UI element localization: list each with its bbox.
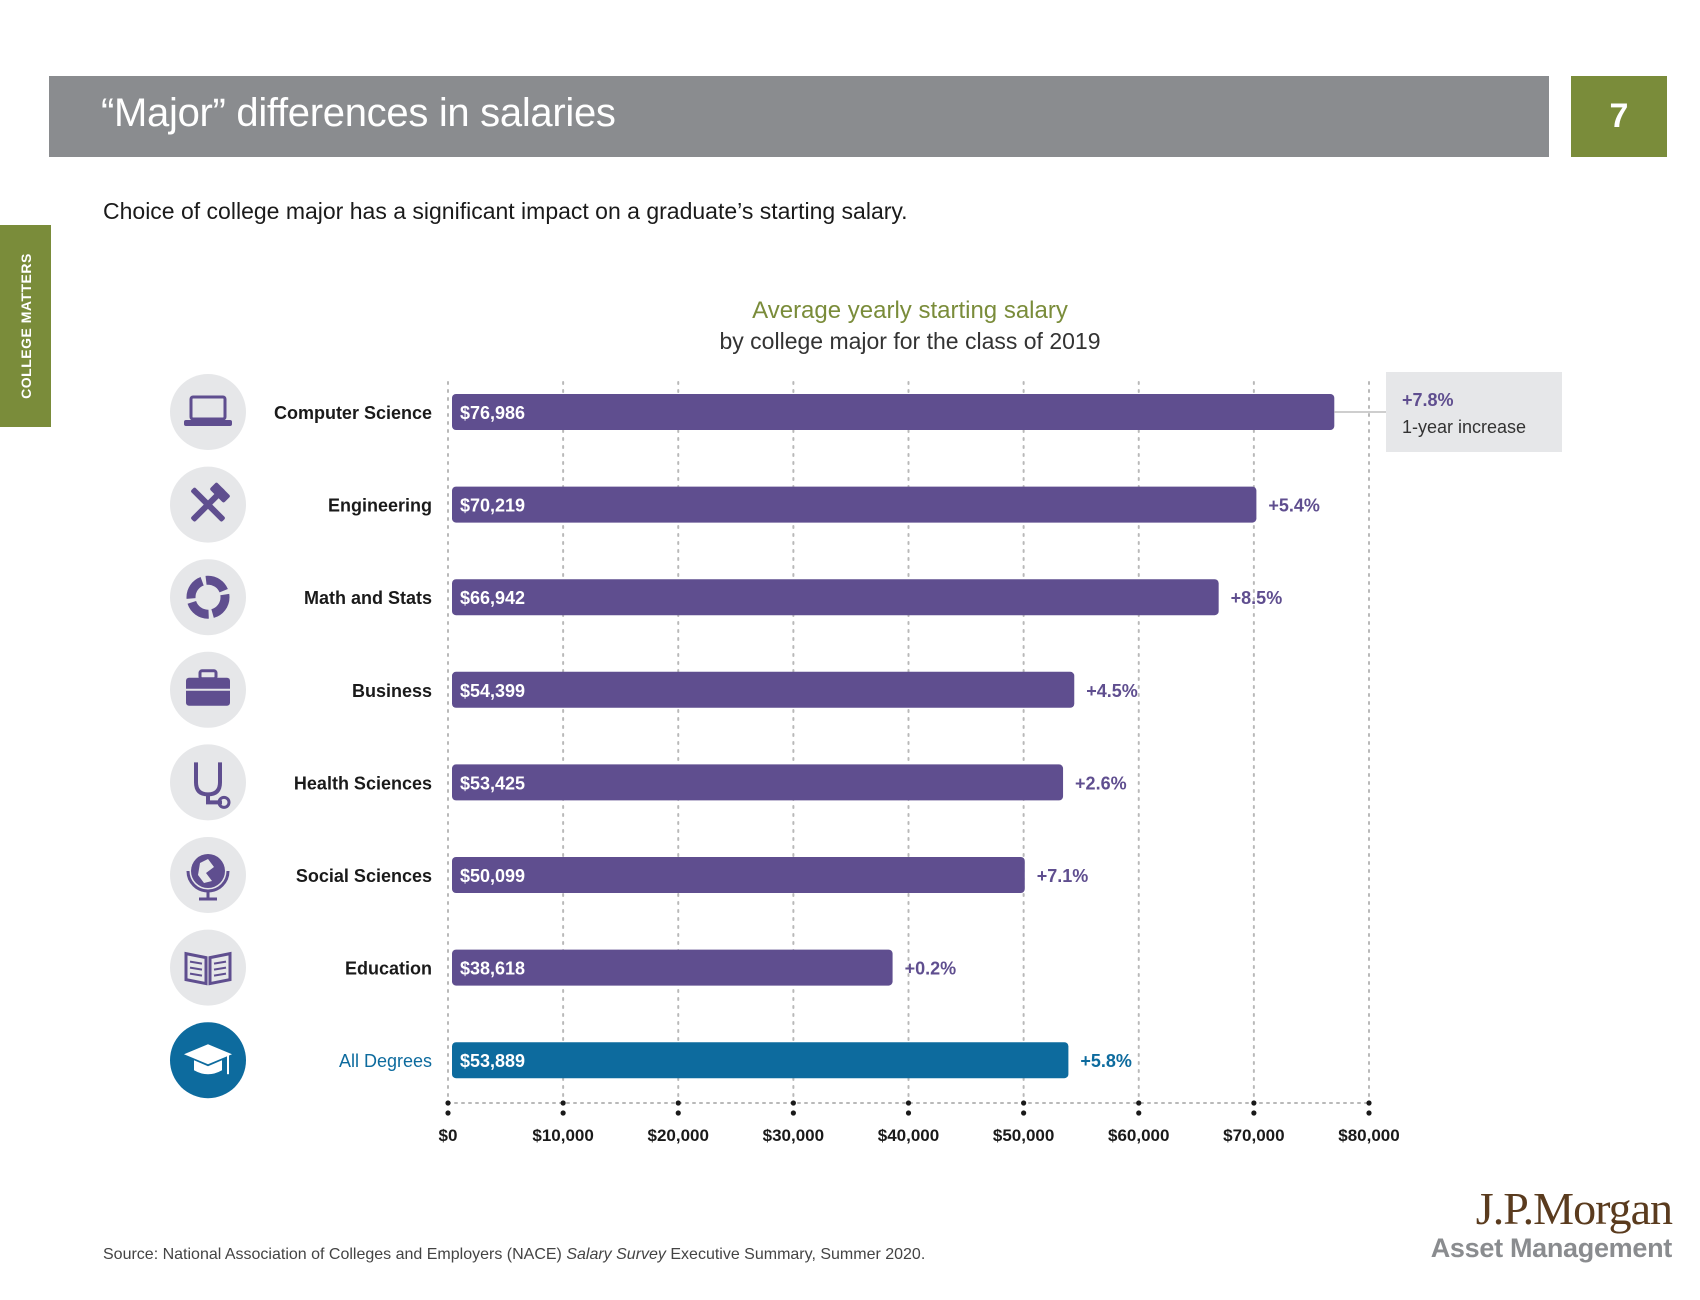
- x-tick-label: $0: [439, 1126, 458, 1145]
- x-tick-mark: [1251, 1110, 1257, 1116]
- x-tick-mark: [790, 1110, 796, 1116]
- bar: [452, 486, 1257, 523]
- source-suffix: Executive Summary, Summer 2020.: [665, 1246, 926, 1263]
- section-tab: COLLEGE MATTERS: [0, 225, 51, 427]
- category-label: All Degrees: [339, 1051, 432, 1071]
- change-label: +8.5%: [1231, 588, 1283, 608]
- page-subtitle: Choice of college major has a significan…: [103, 198, 908, 224]
- x-tick-mark: [905, 1100, 912, 1106]
- category-label: Engineering: [328, 496, 432, 516]
- value-label: $53,425: [460, 773, 525, 793]
- icon-circle: [170, 559, 246, 636]
- bar: [452, 764, 1064, 801]
- callout-box: [1386, 372, 1562, 452]
- category-label: Education: [345, 959, 432, 979]
- stethoscope-icon: [170, 744, 246, 821]
- x-tick-mark: [560, 1110, 566, 1116]
- page-title: “Major” differences in salaries: [101, 91, 616, 135]
- source-prefix: Source: National Association of Colleges…: [103, 1246, 567, 1263]
- x-tick-label: $50,000: [993, 1126, 1054, 1145]
- logo-line-1: J.P.Morgan: [1475, 1183, 1673, 1234]
- value-label: $70,219: [460, 496, 525, 516]
- x-tick-mark: [1021, 1110, 1027, 1116]
- x-tick-label: $40,000: [878, 1126, 939, 1145]
- bar: [452, 671, 1075, 708]
- x-tick-mark: [1251, 1100, 1257, 1106]
- bar: [452, 394, 1335, 430]
- globe-icon: [170, 837, 246, 913]
- graduation-cap-icon: [170, 1022, 246, 1099]
- x-tick-mark: [1366, 1110, 1372, 1116]
- change-label: +2.6%: [1075, 773, 1127, 793]
- change-label: +7.8%: [1402, 390, 1454, 410]
- icon-circle: [170, 374, 246, 450]
- chart-donut-icon: [170, 559, 246, 636]
- value-label: $53,889: [460, 1051, 525, 1071]
- value-label: $54,399: [460, 681, 525, 701]
- x-tick-label: $80,000: [1338, 1126, 1399, 1145]
- chart-title: Average yearly starting salary: [752, 297, 1068, 324]
- x-tick-mark: [445, 1100, 451, 1106]
- x-tick-mark: [1021, 1100, 1027, 1106]
- value-label: $50,099: [460, 866, 525, 886]
- bar: [452, 579, 1219, 616]
- title-bar: “Major” differences in salaries: [49, 76, 1549, 157]
- value-label: $66,942: [460, 588, 525, 608]
- x-tick-label: $30,000: [763, 1126, 824, 1145]
- icon-circle: [170, 929, 246, 1006]
- category-label: Business: [352, 681, 432, 701]
- category-label: Computer Science: [274, 403, 432, 423]
- bar: [452, 857, 1025, 893]
- briefcase-icon: [170, 651, 246, 728]
- value-label: $76,986: [460, 403, 525, 423]
- x-tick-label: $20,000: [648, 1126, 709, 1145]
- x-tick-label: $60,000: [1108, 1126, 1169, 1145]
- x-tick-mark: [675, 1100, 681, 1106]
- change-label: +5.4%: [1268, 496, 1320, 516]
- logo-line-2: Asset Management: [1430, 1233, 1673, 1263]
- source-note: Source: National Association of Colleges…: [103, 1246, 925, 1264]
- x-tick-mark: [1366, 1100, 1372, 1106]
- x-tick-mark: [790, 1100, 796, 1106]
- bar-chart: $0 $10,000 $20,000 $30,000 $40,000 $50,000 $60…: [170, 372, 1562, 1145]
- x-tick-mark: [675, 1110, 681, 1116]
- page-number: 7: [1571, 76, 1667, 157]
- laptop-icon: [170, 374, 246, 450]
- bar: [452, 949, 893, 986]
- change-label: +4.5%: [1086, 681, 1138, 701]
- category-label: Math and Stats: [304, 588, 432, 608]
- change-label: +5.8%: [1080, 1051, 1132, 1071]
- chart-subtitle: by college major for the class of 2019: [719, 328, 1101, 354]
- jpmorgan-logo: J.P.Morgan Asset Management: [1420, 1183, 1673, 1263]
- change-label: +7.1%: [1037, 866, 1089, 886]
- x-tick-mark: [1136, 1100, 1142, 1106]
- x-tick-mark: [560, 1100, 566, 1106]
- category-label: Social Sciences: [296, 866, 432, 886]
- tools-icon: [170, 466, 246, 543]
- bar: [452, 1042, 1069, 1079]
- source-italic: Salary Survey: [566, 1246, 666, 1263]
- category-label: Health Sciences: [294, 773, 432, 793]
- book-icon: [170, 929, 246, 1006]
- change-label: +0.2%: [905, 959, 957, 979]
- x-tick-mark: [1136, 1110, 1142, 1116]
- icon-circle: [170, 744, 246, 821]
- value-label: $38,618: [460, 959, 525, 979]
- x-tick-label: $10,000: [532, 1126, 593, 1145]
- x-tick-label: $70,000: [1223, 1126, 1284, 1145]
- callout-text: 1-year increase: [1402, 417, 1526, 437]
- x-tick-mark: [445, 1110, 451, 1116]
- x-tick-mark: [905, 1110, 912, 1116]
